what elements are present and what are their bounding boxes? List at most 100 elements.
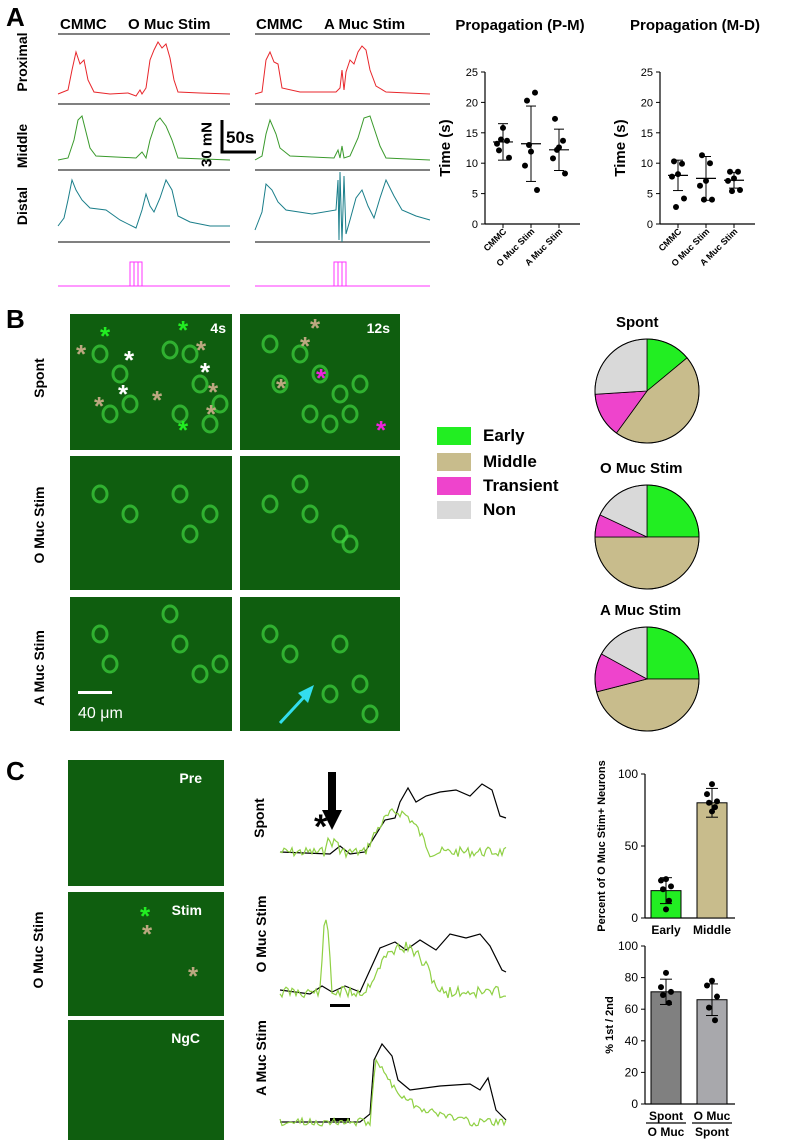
y-tick-label: 20 [466, 97, 478, 109]
image-stim: Stim [68, 892, 224, 1016]
legend-middle: Middle [437, 452, 537, 472]
pie-outline [594, 484, 700, 590]
panel-a-letter: A [6, 2, 25, 32]
data-point [668, 988, 674, 995]
scale-bar-label: 40 μm [78, 705, 123, 722]
arrow-down-icon [322, 772, 342, 830]
y-tick-label: 0 [631, 1097, 638, 1111]
data-point [704, 982, 710, 989]
y-tick-label: 50 [625, 839, 639, 853]
data-point [532, 89, 538, 96]
y-tick-label: 25 [466, 67, 478, 79]
asterisk-middle: * [196, 335, 207, 365]
data-point [658, 877, 664, 884]
data-point [709, 808, 715, 815]
pie-slice-middle [594, 536, 700, 590]
bar [696, 802, 728, 919]
data-point [673, 203, 679, 210]
data-point [668, 883, 674, 890]
data-point [699, 152, 705, 159]
data-point [550, 155, 556, 162]
x-tick-label: Middle [693, 923, 731, 937]
y-tick-label: 5 [472, 189, 478, 201]
data-point [660, 886, 666, 893]
legend-label-non: Non [483, 500, 517, 519]
y-tick-label: 0 [647, 219, 653, 231]
trace-middle-1 [57, 115, 231, 161]
trace-distal-1 [57, 178, 230, 229]
data-point [679, 160, 685, 167]
time-bar [330, 1004, 350, 1007]
data-point [709, 977, 715, 984]
image-label-stim: Stim [171, 902, 202, 918]
arrow-icon [278, 685, 314, 725]
x-tick-label: Early [651, 923, 681, 937]
scale-bar-time-label: 50s [226, 128, 255, 147]
asterisk-early: * [178, 315, 189, 345]
data-point [666, 897, 672, 904]
trace-distal-2 [254, 171, 431, 243]
trace-middle-2 [254, 115, 431, 161]
asterisk-non: * [124, 345, 135, 375]
data-point [706, 1004, 712, 1011]
asterisk-middle: * [300, 331, 311, 361]
trace-label-a-muc-stim: A Muc Stim [253, 1020, 269, 1096]
image-ngc: NgC [68, 1020, 224, 1140]
asterisk-middle: * [188, 961, 199, 991]
asterisk-non: * [118, 379, 129, 409]
scale-bar-force-label: 30 mN [198, 121, 216, 168]
row-label-proximal: Proximal [14, 32, 30, 92]
y-tick-label: 100 [618, 939, 638, 953]
x-tick-label: Spont [695, 1125, 729, 1139]
pie-slice-non [594, 338, 648, 395]
image-a-muc-a: 40 μm [70, 597, 232, 731]
legend-swatch-non [437, 501, 471, 519]
y-axis-label: Percent of O Muc Stim+ Neurons [596, 760, 608, 931]
asterisk-early: * [140, 901, 151, 931]
asterisk-middle: * [310, 313, 321, 343]
asterisk-early: * [100, 321, 111, 351]
y-tick-label: 80 [625, 971, 639, 985]
x-tick-label: Spont [649, 1109, 683, 1123]
image-label-pre: Pre [179, 770, 202, 786]
pie-slice-early [646, 484, 700, 538]
data-point [506, 154, 512, 161]
y-tick-label: 0 [472, 219, 478, 231]
y-tick-label: 0 [631, 911, 638, 925]
data-point [666, 999, 672, 1006]
asterisk-middle: * [276, 373, 287, 403]
x-tick-label: CMMC [657, 226, 684, 253]
asterisk-stim: * [314, 808, 328, 846]
legend-label-early: Early [483, 426, 525, 445]
asterisk-middle: * [142, 919, 153, 949]
y-axis-label: Time (s) [612, 119, 629, 176]
trace-header-2-left: CMMC [256, 16, 303, 33]
data-point [712, 804, 718, 811]
legend-transient: Transient [437, 476, 559, 496]
pie-a-muc [594, 626, 700, 732]
data-point [707, 160, 713, 167]
data-point [658, 984, 664, 991]
data-point [714, 798, 720, 805]
data-point [552, 115, 558, 122]
trace-omuc-green [279, 919, 507, 1000]
contraction-traces [57, 33, 431, 287]
y-tick-label: 20 [625, 1065, 639, 1079]
trace-amuc-green [279, 1057, 507, 1127]
y-tick-label: 10 [466, 158, 478, 170]
trace-label-spont: Spont [251, 798, 267, 838]
data-point [725, 177, 731, 184]
side-label-o-muc-stim: O Muc Stim [30, 911, 46, 989]
bar-chart-ratio: % 1st / 2nd 0 20 40 60 80 100 Spont O Muc O Muc Sp… [604, 939, 735, 1139]
data-point [534, 186, 540, 193]
data-point [735, 168, 741, 175]
row-label-middle: Middle [14, 123, 30, 169]
panel-c-letter: C [6, 756, 25, 786]
y-tick-label: 20 [641, 97, 653, 109]
trace-label-o-muc-stim: O Muc Stim [253, 895, 269, 973]
data-point [663, 876, 669, 883]
trace-proximal-2 [254, 45, 431, 95]
row-label-distal: Distal [14, 186, 30, 226]
data-point [504, 137, 510, 144]
chart-title: Propagation (P-M) [455, 17, 584, 34]
